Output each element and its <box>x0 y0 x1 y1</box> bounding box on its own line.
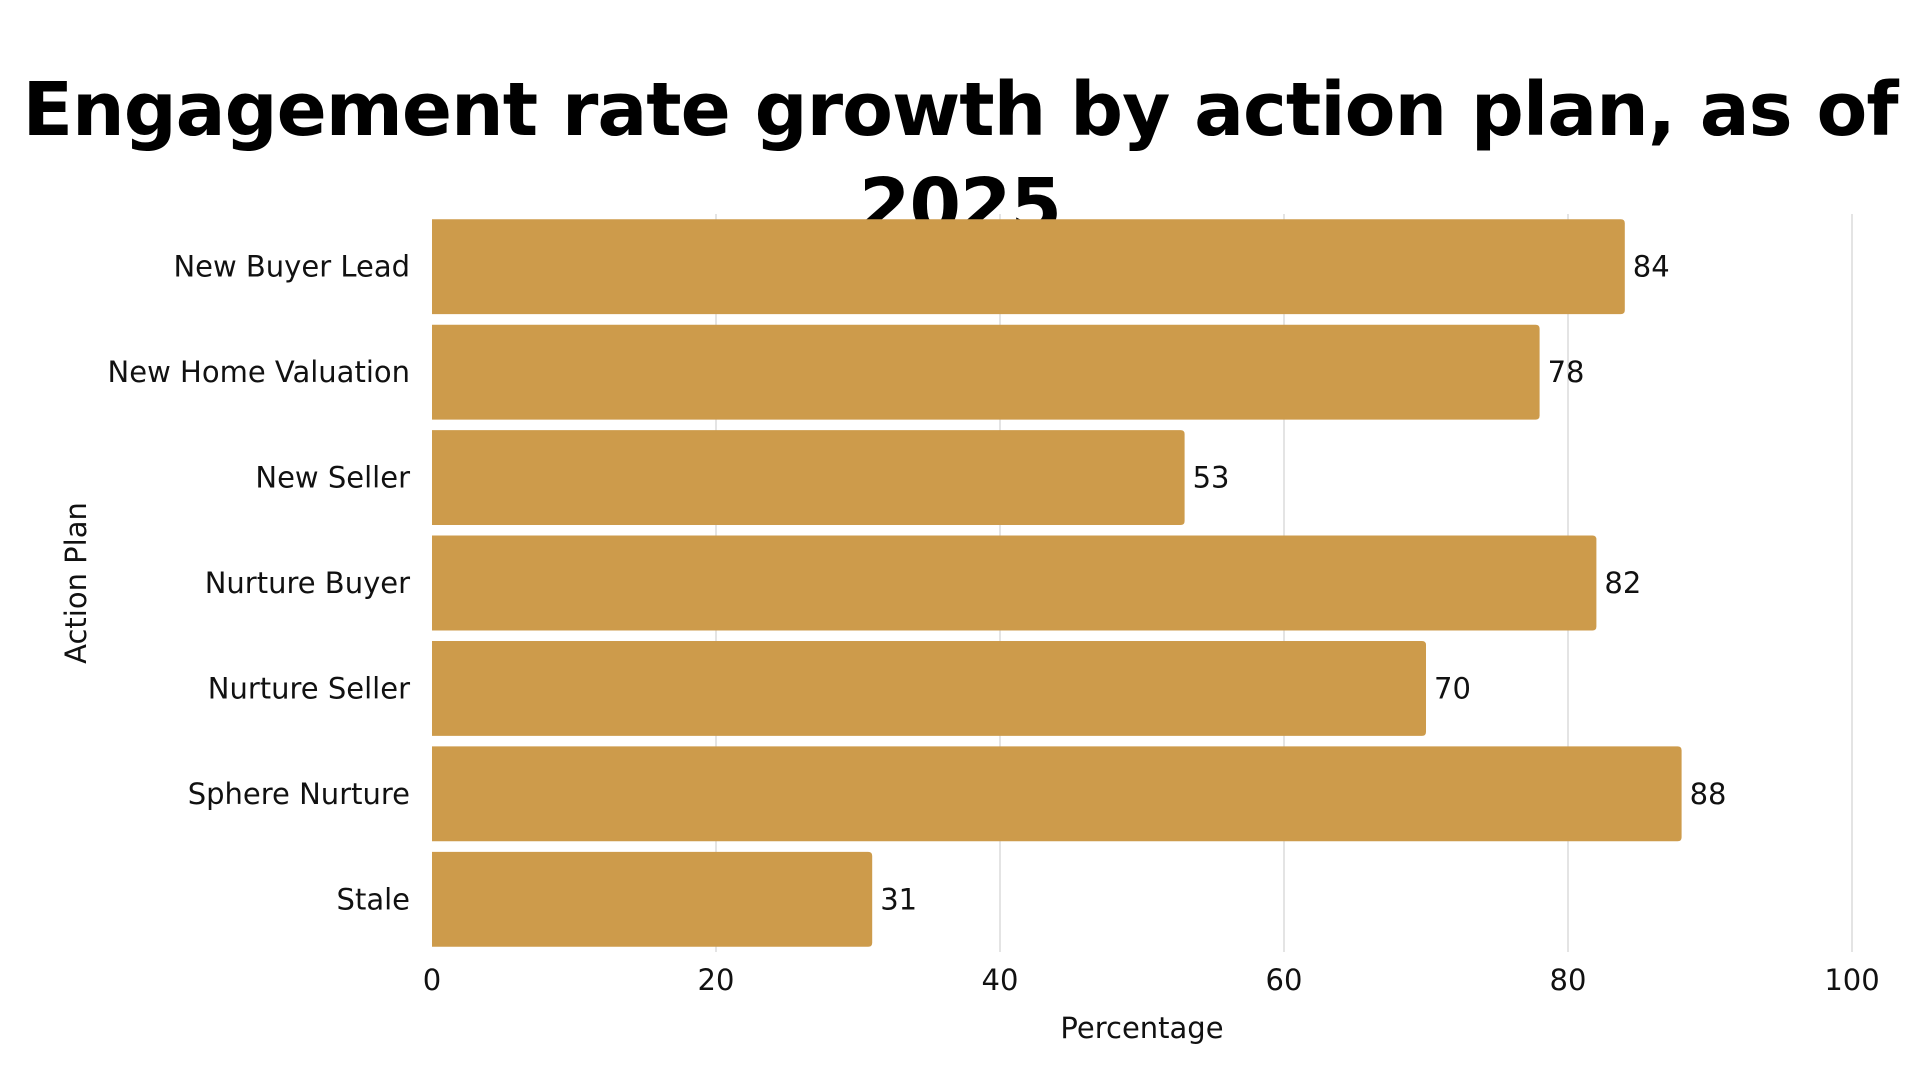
bar-value-label: 31 <box>880 882 917 916</box>
category-label: Nurture Seller <box>208 671 410 705</box>
bar-value-label: 82 <box>1604 566 1641 600</box>
chart-title: Engagement rate growth by action plan, a… <box>22 67 1898 249</box>
x-tick-label: 80 <box>1550 963 1587 997</box>
bar-value-label: 88 <box>1690 777 1727 811</box>
category-labels: New Buyer Lead New Home Valuation New Sell… <box>108 250 411 917</box>
x-tick-label: 100 <box>1824 963 1879 997</box>
x-tick-label: 20 <box>698 963 735 997</box>
category-label: New Buyer Lead <box>173 250 410 284</box>
x-tick-labels: 0 20 40 60 80 100 <box>423 963 1880 997</box>
x-tick-label: 0 <box>423 963 441 997</box>
category-label: New Seller <box>255 461 410 495</box>
bars <box>432 219 1682 947</box>
category-label: New Home Valuation <box>108 355 410 389</box>
category-label: Nurture Buyer <box>205 566 410 600</box>
bar-value-label: 53 <box>1193 461 1230 495</box>
bar-new-seller <box>432 430 1185 526</box>
bar-stale <box>432 851 873 947</box>
bar-new-buyer-lead <box>432 219 1625 315</box>
value-labels: 84 78 53 82 70 88 31 <box>880 250 1726 917</box>
y-axis-label: Action Plan <box>59 502 93 664</box>
bar-nurture-seller <box>432 640 1426 736</box>
bar-value-label: 78 <box>1548 355 1585 389</box>
x-tick-label: 40 <box>982 963 1019 997</box>
bar-new-home-valuation <box>432 324 1540 420</box>
bar-value-label: 70 <box>1434 671 1471 705</box>
category-label: Sphere Nurture <box>188 777 410 811</box>
bar-sphere-nurture <box>432 746 1682 842</box>
x-tick-label: 60 <box>1266 963 1303 997</box>
bar-nurture-buyer <box>432 535 1597 631</box>
x-axis-label: Percentage <box>1060 1011 1223 1045</box>
bar-value-label: 84 <box>1633 250 1670 284</box>
category-label: Stale <box>337 882 410 916</box>
